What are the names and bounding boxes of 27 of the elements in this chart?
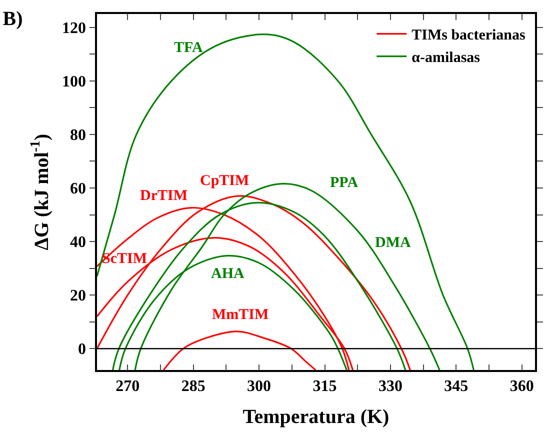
x-tick-label: 315: [312, 378, 337, 395]
annotation: ScTIM: [102, 251, 147, 267]
y-tick-label: 100: [62, 74, 86, 91]
annotation: DMA: [375, 235, 411, 251]
y-tick-label: 40: [70, 234, 86, 252]
y-tick-label: 0: [78, 341, 86, 358]
y-tick-label: 80: [70, 127, 86, 144]
annotation: DrTIM: [140, 188, 188, 204]
y-tick-label: 120: [62, 20, 86, 37]
annotation: CpTIM: [200, 173, 250, 189]
y-tick-label: 20: [70, 288, 86, 305]
annotation: AHA: [211, 266, 244, 282]
x-tick-label: 330: [378, 378, 402, 395]
x-tick-label: 285: [181, 378, 206, 395]
y-tick-label: 60: [70, 180, 86, 198]
x-tick-label: 345: [444, 378, 468, 395]
chart-title: B): [2, 8, 23, 30]
annotation: MmTIM: [212, 307, 269, 323]
x-tick-label: 300: [247, 378, 272, 395]
legend-label: TIMs bacterianas: [412, 28, 526, 44]
annotation: PPA: [330, 175, 358, 191]
x-tick-label: 360: [510, 378, 534, 395]
line-series: [162, 330, 316, 370]
legend-label: α-amilasas: [412, 50, 480, 66]
x-tick-label: 270: [116, 378, 140, 395]
annotation: TFA: [174, 40, 204, 56]
x-axis-title: Temperatura (K): [242, 406, 390, 428]
